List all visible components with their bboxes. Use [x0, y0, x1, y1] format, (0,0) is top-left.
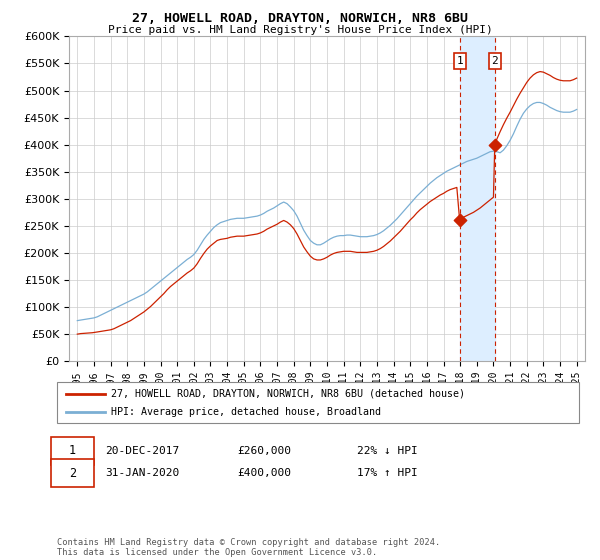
Text: 1: 1 — [69, 444, 76, 458]
Text: 20-DEC-2017: 20-DEC-2017 — [105, 446, 179, 456]
Text: 31-JAN-2020: 31-JAN-2020 — [105, 468, 179, 478]
Point — [490, 140, 500, 149]
Text: 22% ↓ HPI: 22% ↓ HPI — [357, 446, 418, 456]
Text: Price paid vs. HM Land Registry's House Price Index (HPI): Price paid vs. HM Land Registry's House … — [107, 25, 493, 35]
Bar — [460, 36, 495, 361]
Text: 27, HOWELL ROAD, DRAYTON, NORWICH, NR8 6BU (detached house): 27, HOWELL ROAD, DRAYTON, NORWICH, NR8 6… — [111, 389, 465, 399]
Text: 1: 1 — [456, 56, 463, 66]
Text: 2: 2 — [69, 466, 76, 480]
Point — [455, 216, 464, 225]
Text: 17% ↑ HPI: 17% ↑ HPI — [357, 468, 418, 478]
Text: £260,000: £260,000 — [237, 446, 291, 456]
Text: 2: 2 — [491, 56, 498, 66]
Text: 27, HOWELL ROAD, DRAYTON, NORWICH, NR8 6BU: 27, HOWELL ROAD, DRAYTON, NORWICH, NR8 6… — [132, 12, 468, 25]
Text: HPI: Average price, detached house, Broadland: HPI: Average price, detached house, Broa… — [111, 407, 381, 417]
Text: £400,000: £400,000 — [237, 468, 291, 478]
Text: Contains HM Land Registry data © Crown copyright and database right 2024.
This d: Contains HM Land Registry data © Crown c… — [57, 538, 440, 557]
